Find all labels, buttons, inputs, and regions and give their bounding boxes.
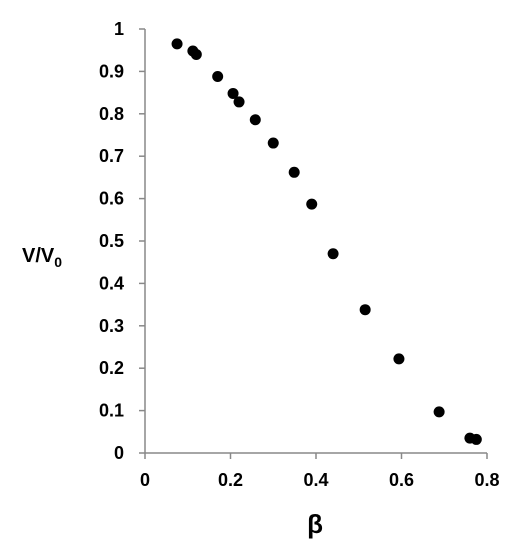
axis-titles: β V/V0	[22, 245, 323, 539]
y-tick-label: 0.8	[99, 104, 124, 124]
data-point	[212, 70, 224, 82]
y-tick-label: 0	[114, 443, 124, 463]
x-tick-label: 0.2	[218, 470, 243, 490]
data-point	[171, 38, 183, 50]
data-point	[233, 96, 245, 108]
y-axis-title-main: V/V	[22, 245, 55, 267]
y-axis-ticks: 0 0.1 0.2 0.3 0.4 0.5 0.6 0.7 0.8 0.9 1	[99, 19, 145, 463]
data-point	[190, 48, 202, 60]
data-point	[288, 166, 300, 178]
y-tick-label: 0.9	[99, 61, 124, 81]
y-tick-label: 0.4	[99, 273, 124, 293]
data-point	[249, 114, 261, 126]
x-tick-label: 0.6	[389, 470, 414, 490]
x-tick-label: 0.4	[303, 470, 328, 490]
data-points	[171, 38, 482, 445]
axes	[144, 29, 487, 454]
x-tick-label: 0	[140, 470, 150, 490]
data-point	[227, 87, 239, 99]
data-point	[470, 433, 482, 445]
data-point	[359, 304, 371, 316]
y-tick-label: 0.3	[99, 316, 124, 336]
y-axis-title-subscript: 0	[54, 254, 62, 270]
data-point	[306, 198, 318, 210]
y-tick-label: 0.1	[99, 401, 124, 421]
data-point	[433, 406, 445, 418]
x-tick-label: 0.8	[474, 470, 499, 490]
y-tick-label: 0.6	[99, 189, 124, 209]
y-tick-label: 0.2	[99, 358, 124, 378]
x-axis-ticks: 0 0.2 0.4 0.6 0.8	[140, 453, 500, 490]
x-axis-title: β	[307, 509, 323, 539]
data-point	[393, 353, 405, 365]
y-tick-label: 1	[114, 19, 124, 39]
y-tick-label: 0.7	[99, 146, 124, 166]
y-tick-label: 0.5	[99, 231, 124, 251]
data-point	[267, 137, 279, 149]
data-point	[327, 248, 339, 260]
y-axis-title: V/V0	[22, 245, 62, 270]
